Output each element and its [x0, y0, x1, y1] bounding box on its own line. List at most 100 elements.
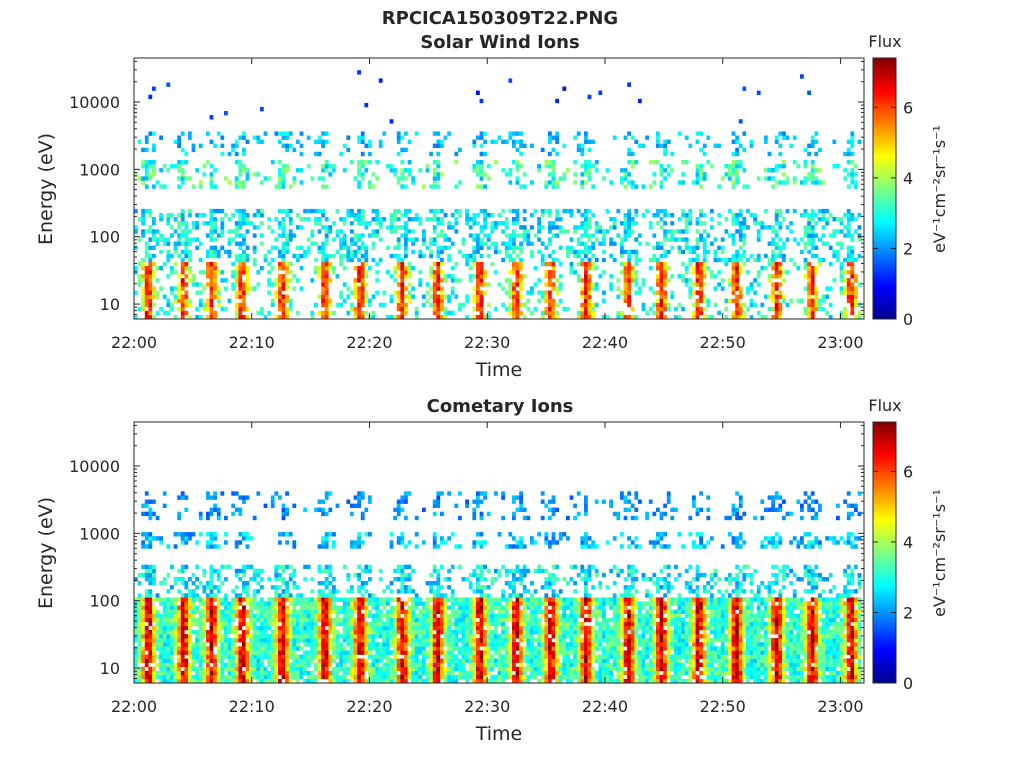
heatmap-cell — [432, 306, 437, 312]
heatmap-cell — [357, 670, 361, 676]
heatmap-cell — [393, 605, 397, 610]
heatmap-cell — [231, 282, 235, 287]
heatmap-cell — [393, 266, 397, 271]
heatmap-cell — [346, 499, 351, 504]
heatmap-cell — [321, 139, 325, 144]
heatmap-cell — [771, 229, 775, 234]
heatmap-cell — [504, 249, 509, 255]
heatmap-cell — [724, 172, 729, 177]
heatmap-cell — [576, 278, 581, 283]
heatmap-cell — [213, 282, 217, 287]
heatmap-cell — [270, 634, 275, 639]
heatmap-cell — [695, 131, 700, 136]
heatmap-cell — [238, 286, 243, 291]
heatmap-cell — [368, 302, 372, 308]
heatmap-cell — [375, 609, 379, 614]
heatmap-cell — [494, 225, 498, 230]
heatmap-cell — [360, 151, 365, 157]
heatmap-cell — [152, 609, 156, 614]
heatmap-cell — [677, 180, 682, 185]
heatmap-cell — [810, 213, 815, 218]
heatmap-cell — [281, 176, 286, 181]
heatmap-cell — [281, 266, 286, 271]
heatmap-cell — [213, 314, 217, 320]
heatmap-cell — [177, 650, 181, 655]
heatmap-cell — [735, 274, 739, 279]
heatmap-cell — [231, 662, 235, 667]
heatmap-cell — [368, 160, 372, 165]
heatmap-cell — [724, 217, 729, 222]
heatmap-cell — [386, 662, 390, 667]
heatmap-cell — [706, 302, 711, 308]
heatmap-cell — [306, 217, 311, 222]
heatmap-cell — [742, 221, 747, 226]
heatmap-cell — [576, 249, 581, 255]
heatmap-cell — [357, 601, 361, 606]
heatmap-cell — [321, 164, 325, 169]
heatmap-cell — [270, 662, 275, 667]
heatmap-cell — [468, 278, 473, 283]
heatmap-cell — [731, 270, 736, 275]
heatmap-cell — [267, 642, 271, 647]
heatmap-cell — [731, 164, 736, 169]
heatmap-cell — [245, 630, 250, 635]
heatmap-cell — [587, 314, 592, 320]
heatmap-cell — [846, 221, 851, 226]
heatmap-cell — [270, 621, 275, 627]
heatmap-cell — [317, 544, 322, 549]
heatmap-cell — [807, 261, 811, 267]
heatmap-cell — [299, 613, 304, 619]
heatmap-cell — [576, 261, 581, 267]
heatmap-cell — [580, 225, 585, 230]
heatmap-cell — [152, 625, 156, 631]
heatmap-cell — [216, 290, 221, 295]
heatmap-cell — [774, 298, 779, 303]
heatmap-cell — [472, 306, 477, 312]
heatmap-cell — [562, 306, 567, 312]
heatmap-cell — [180, 630, 185, 635]
heatmap-cell — [288, 302, 293, 308]
heatmap-cell — [443, 213, 448, 218]
heatmap-cell — [702, 245, 707, 250]
heatmap-cell — [198, 143, 203, 148]
heatmap-cell — [180, 208, 185, 214]
heatmap-cell — [382, 654, 387, 659]
heatmap-cell — [328, 261, 333, 267]
heatmap-cell — [216, 650, 221, 655]
heatmap-cell — [152, 642, 156, 647]
heatmap-cell — [742, 237, 747, 242]
heatmap-cell — [627, 213, 631, 218]
heatmap-cell — [281, 249, 286, 255]
heatmap-cell — [555, 278, 559, 283]
heatmap-cell — [616, 294, 621, 299]
heatmap-cell — [368, 568, 372, 574]
heatmap-cell — [393, 650, 397, 655]
heatmap-cell — [314, 241, 318, 246]
heatmap-cell — [285, 617, 289, 623]
heatmap-cell — [710, 164, 714, 169]
heatmap-cell — [202, 674, 207, 680]
heatmap-cell — [238, 253, 243, 259]
heatmap-cell — [854, 164, 858, 169]
heatmap-cell — [659, 168, 664, 173]
heatmap-cell — [198, 670, 203, 676]
heatmap-cell — [173, 670, 178, 676]
heatmap-cell — [324, 581, 329, 586]
heatmap-cell — [296, 646, 300, 651]
heatmap-cell — [854, 278, 858, 283]
heatmap-cell — [530, 286, 534, 291]
heatmap-cell — [656, 274, 660, 279]
heatmap-cell — [843, 310, 847, 316]
heatmap-cell — [587, 225, 592, 230]
heatmap-cell — [220, 638, 225, 643]
heatmap-cell — [306, 674, 311, 680]
heatmap-cell — [260, 617, 264, 623]
heatmap-cell — [566, 249, 570, 255]
heatmap-cell — [209, 666, 214, 672]
heatmap-cell — [357, 674, 361, 680]
heatmap-cell — [400, 678, 405, 684]
heatmap-cell — [267, 621, 271, 627]
heatmap-cell — [404, 650, 408, 655]
heatmap-cell — [404, 294, 408, 299]
heatmap-cell — [238, 658, 243, 663]
